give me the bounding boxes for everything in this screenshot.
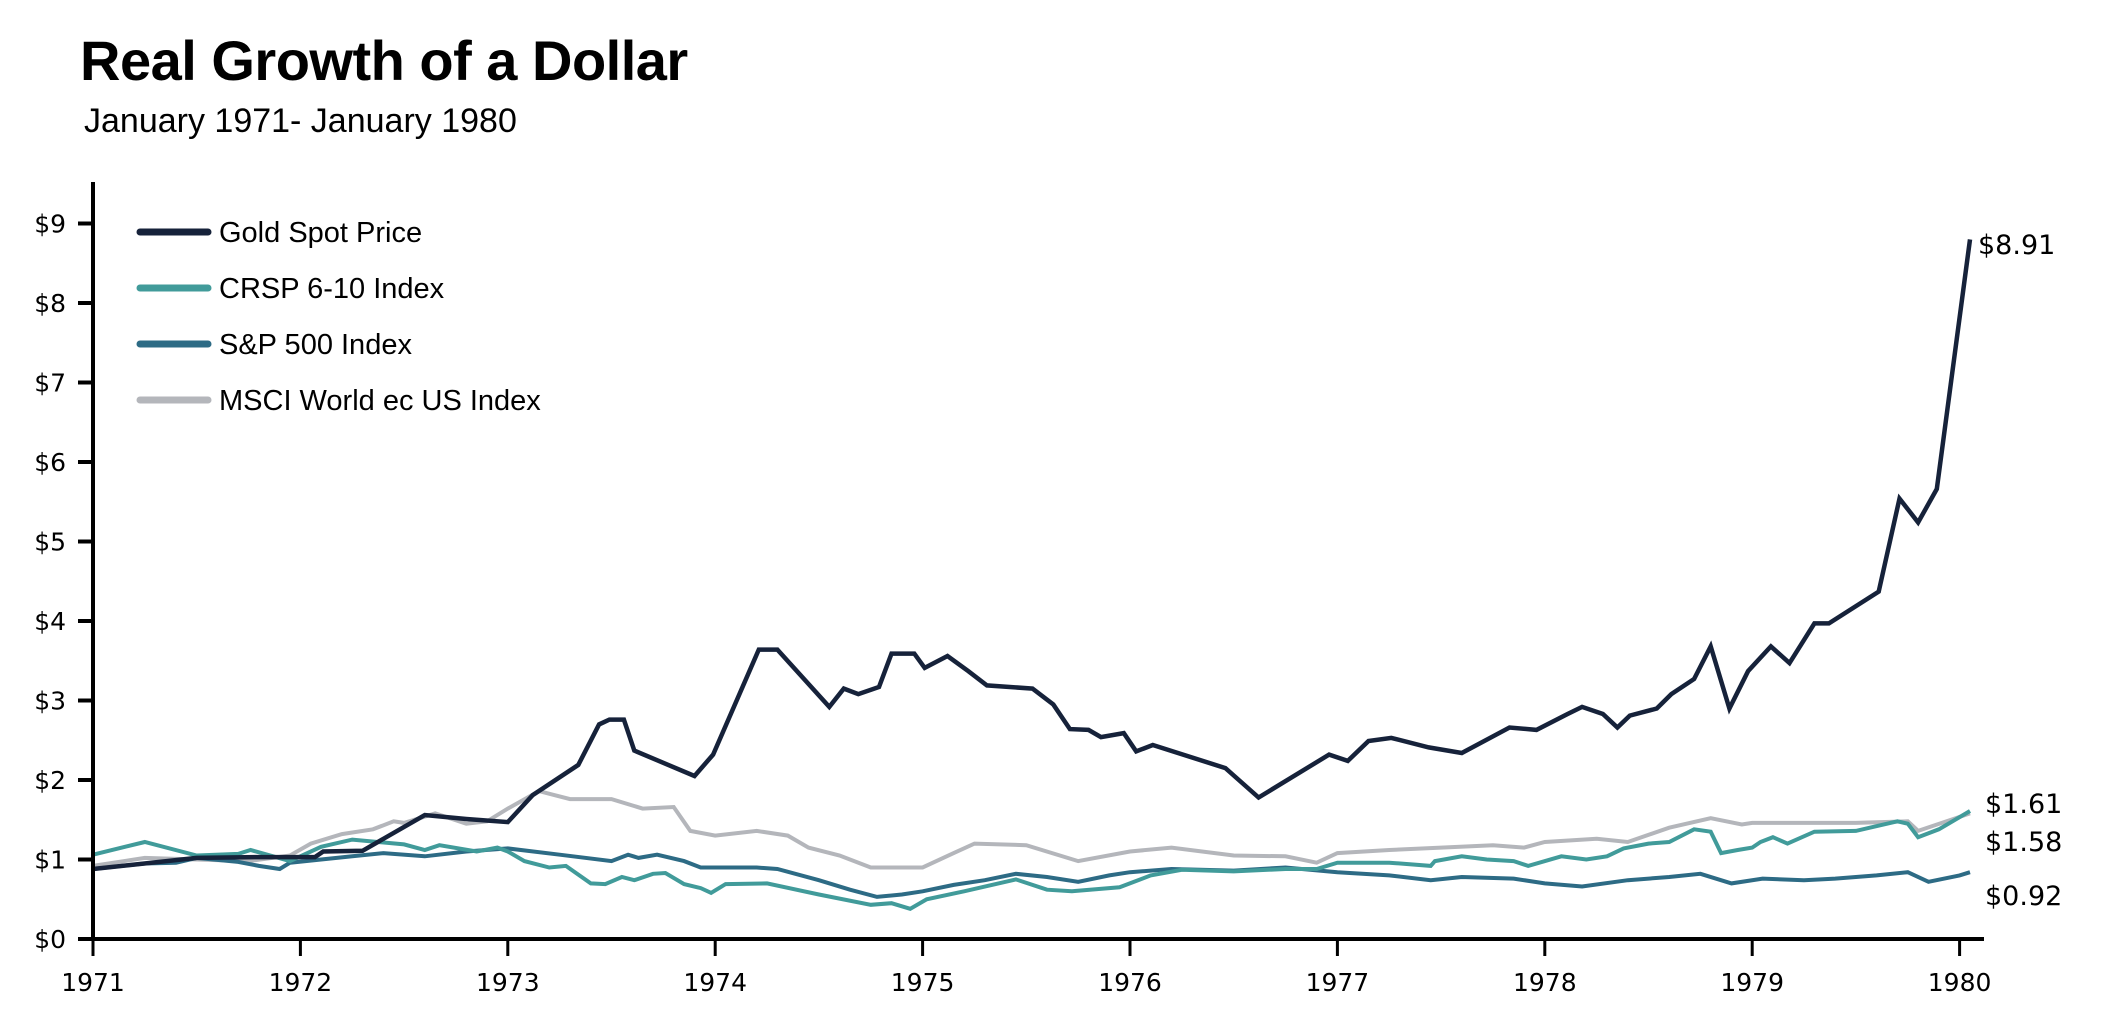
legend-label: Gold Spot Price	[219, 217, 422, 249]
y-tick-label: $4	[34, 607, 66, 636]
x-tick-label: 1972	[269, 968, 333, 997]
series-lines	[92, 239, 1973, 911]
x-tick-label: 1979	[1720, 968, 1784, 997]
y-tick-label: $3	[34, 687, 66, 716]
x-tick-label: 1978	[1513, 968, 1577, 997]
y-tick-label: $8	[34, 289, 66, 318]
x-tick-label: 1980	[1928, 968, 1992, 997]
y-tick-label: $2	[34, 766, 66, 795]
legend-label: S&P 500 Index	[219, 329, 412, 361]
series-line-msci-world-ec-us-index	[92, 788, 1971, 870]
y-tick-label: $7	[34, 369, 66, 398]
legend: Gold Spot Price CRSP 6-10 Index S&P 500 In…	[136, 217, 541, 417]
series-line-crsp-6-10-index	[92, 809, 1972, 911]
y-tick-label: $5	[34, 528, 66, 557]
x-tick-label: 1973	[476, 968, 540, 997]
end-value-label: $0.92	[1985, 881, 2062, 912]
chart-subtitle: January 1971- January 1980	[84, 102, 517, 140]
x-tick-label: 1977	[1306, 968, 1370, 997]
legend-label: CRSP 6-10 Index	[219, 273, 445, 305]
x-tick-label: 1976	[1098, 968, 1162, 997]
end-value-label: $1.58	[1985, 827, 2062, 858]
y-tick-label: $0	[34, 925, 66, 954]
end-value-label: $1.61	[1985, 789, 2062, 820]
end-value-label: $8.91	[1978, 230, 2055, 261]
x-tick-label: 1971	[61, 968, 125, 997]
x-tick-label: 1974	[683, 968, 747, 997]
legend-item: S&P 500 Index	[136, 329, 412, 361]
y-axis-ticks: $0 $1 $2 $3 $4 $5 $6 $7 $8 $9	[34, 210, 93, 954]
chart-title: Real Growth of a Dollar	[80, 29, 688, 92]
end-labels: $8.91 $1.61 $0.92 $1.58	[1978, 230, 2062, 912]
legend-item: Gold Spot Price	[136, 217, 422, 249]
series-line-gold-spot-price	[92, 239, 1973, 872]
y-tick-label: $6	[34, 448, 66, 477]
x-tick-label: 1975	[891, 968, 955, 997]
y-tick-label: $9	[34, 210, 66, 239]
legend-item: MSCI World ec US Index	[136, 385, 541, 417]
series-line-s-p-500-index	[92, 846, 1971, 899]
legend-item: CRSP 6-10 Index	[136, 273, 445, 305]
y-tick-label: $1	[34, 846, 66, 875]
legend-label: MSCI World ec US Index	[219, 385, 541, 417]
x-axis-ticks: 1971 1972 1973 1974 1975 1976 1977 1978 1979 1980	[61, 939, 1991, 997]
